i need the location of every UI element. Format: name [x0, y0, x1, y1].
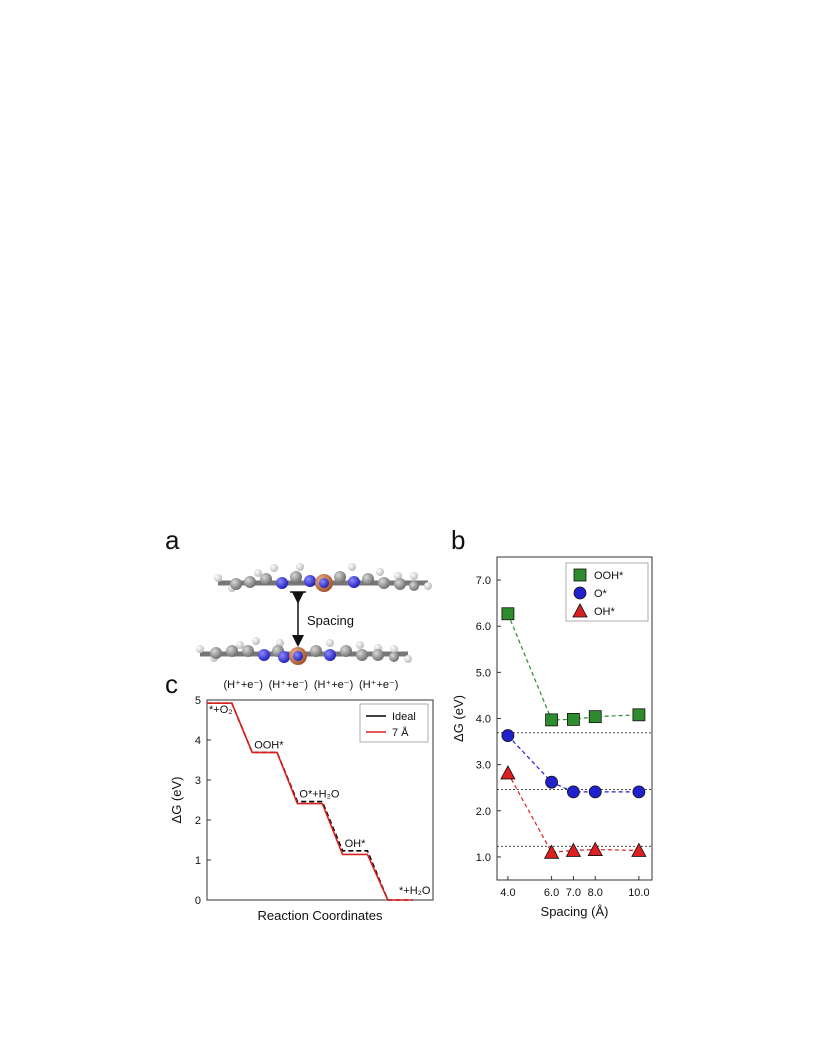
energy-profile-0 [207, 702, 413, 901]
series-line-0 [507, 613, 639, 721]
x-tick-label: 4.0 [500, 887, 515, 899]
state-label: OOH* [254, 739, 284, 751]
y-tick-label: 2.0 [476, 806, 491, 818]
spacing-label: Spacing [307, 613, 354, 628]
x-axis-label: Spacing (Å) [541, 904, 609, 919]
panel-letter-b: b [451, 525, 466, 555]
legend-box [565, 562, 649, 622]
y-tick-label: 5 [195, 695, 201, 707]
y-tick-label: 3.0 [476, 760, 491, 772]
state-label: *+H₂O [399, 885, 431, 897]
x-axis-label: Reaction Coordinates [257, 908, 383, 923]
y-tick-label: 1 [195, 855, 201, 867]
step-label: (H⁺+e⁻) [359, 679, 398, 691]
step-label: (H⁺+e⁻) [223, 679, 262, 691]
step-label: (H⁺+e⁻) [269, 679, 308, 691]
bottom-molecular-layer [196, 637, 412, 665]
step-label: (H⁺+e⁻) [314, 679, 353, 691]
legend-label: 7 Å [392, 726, 409, 739]
data-point [501, 607, 515, 621]
x-tick-label: 10.0 [628, 887, 649, 899]
data-point [588, 710, 602, 724]
data-point [567, 785, 580, 799]
energy-profile-1 [207, 702, 413, 901]
x-tick-label: 7.0 [566, 887, 581, 899]
data-point [545, 713, 558, 727]
state-label: OH* [345, 838, 367, 850]
legend-label: OH* [594, 606, 616, 618]
y-tick-label: 1.0 [476, 852, 491, 864]
data-point [543, 844, 560, 859]
legend-label: Ideal [392, 711, 416, 723]
y-axis-label: ΔG (eV) [169, 777, 184, 824]
data-point [565, 842, 582, 857]
legend-marker [572, 603, 588, 618]
data-point [545, 775, 558, 789]
data-point [587, 841, 603, 856]
data-point [631, 842, 647, 857]
legend-box [359, 703, 429, 743]
x-tick-label: 6.0 [544, 887, 559, 899]
y-tick-label: 4 [195, 735, 201, 747]
series-line-1 [507, 735, 639, 793]
y-tick-label: 3 [195, 775, 201, 787]
series-line-2 [507, 772, 639, 853]
data-point [501, 729, 515, 742]
y-tick-label: 4.0 [476, 714, 491, 726]
y-tick-label: 0 [195, 895, 201, 907]
data-point [567, 713, 580, 726]
panel-letter-a: a [165, 525, 180, 555]
legend-label: O* [594, 588, 608, 600]
y-tick-label: 6.0 [476, 621, 491, 633]
y-tick-label: 2 [195, 815, 201, 827]
top-molecular-layer [214, 563, 432, 592]
data-point [632, 708, 646, 722]
y-axis-label: ΔG (eV) [451, 695, 466, 742]
y-tick-label: 7.0 [476, 575, 491, 587]
state-label: *+O₂ [209, 704, 233, 716]
data-point [632, 785, 646, 799]
data-point [588, 785, 602, 799]
y-tick-label: 5.0 [476, 667, 491, 679]
legend-label: OOH* [594, 570, 624, 582]
legend-marker [573, 568, 587, 582]
state-label: O*+H₂O [299, 789, 339, 801]
plot-frame [496, 556, 653, 881]
data-point [500, 765, 516, 780]
legend-marker [573, 586, 587, 600]
plot-frame [206, 699, 434, 901]
panel-letter-c: c [165, 669, 178, 699]
x-tick-label: 8.0 [588, 887, 603, 899]
